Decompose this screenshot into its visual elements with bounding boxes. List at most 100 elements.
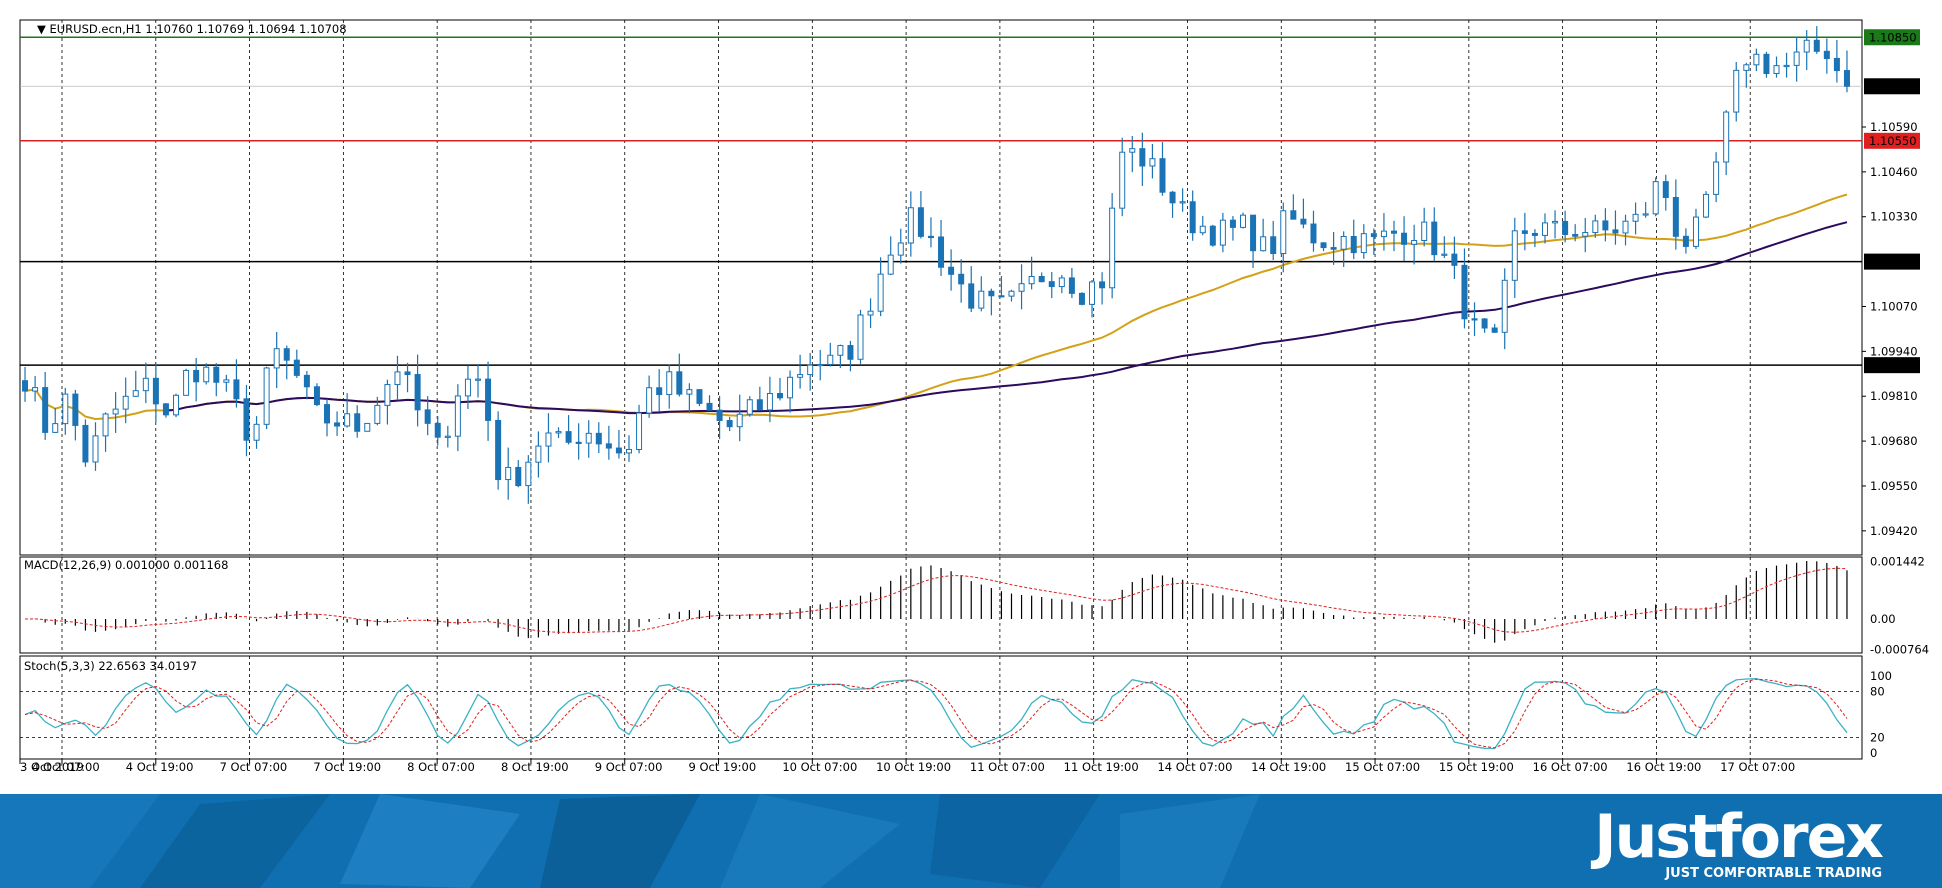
brand-logo: Justforex	[1594, 802, 1884, 872]
time-tick-label: 16 Oct 07:00	[1533, 760, 1608, 774]
candle-body	[797, 374, 804, 378]
candle-body	[193, 369, 200, 383]
candle-body	[1270, 236, 1277, 254]
candle-body	[1843, 70, 1850, 87]
candle-body	[1713, 161, 1720, 195]
candle-body	[716, 409, 723, 422]
candle-body	[1018, 283, 1025, 292]
candle-body	[1421, 221, 1428, 241]
candle-body	[203, 366, 210, 383]
time-tick-label: 9 Oct 07:00	[595, 760, 663, 774]
candle-body	[1310, 223, 1317, 244]
candle-body	[253, 423, 260, 441]
candle-body	[1672, 196, 1679, 237]
candle-body	[82, 424, 89, 463]
time-tick-label: 10 Oct 07:00	[782, 760, 857, 774]
candle-body	[857, 314, 864, 360]
candle-body	[615, 447, 622, 454]
time-tick-label: 11 Oct 07:00	[970, 760, 1045, 774]
candle-body	[1612, 229, 1619, 234]
symbol-title: EURUSD.ecn,H1 1.10760 1.10769 1.10694 1.…	[50, 22, 347, 36]
level-tag	[1864, 357, 1920, 374]
candle-body	[938, 236, 945, 268]
candle-body	[404, 371, 411, 376]
candle-body	[414, 374, 421, 411]
candle-body	[817, 363, 824, 367]
candle-body	[948, 266, 955, 275]
candle-body	[585, 432, 592, 444]
candle-body	[152, 377, 159, 405]
level-tag	[1864, 253, 1920, 270]
candle-body	[1149, 158, 1156, 167]
stoch-caption: Stoch(5,3,3) 22.6563 34.0197	[24, 659, 197, 673]
macd-caption: MACD(12,26,9) 0.001000 0.001168	[24, 558, 228, 572]
horizontal-levels	[20, 36, 1862, 366]
candle-body	[1501, 279, 1508, 333]
candle-body	[636, 412, 643, 450]
candle-body	[1431, 221, 1438, 256]
candle-body	[434, 422, 441, 438]
candle-body	[293, 359, 300, 376]
candle-body	[1240, 214, 1247, 228]
candle-body	[917, 207, 924, 237]
candle-body	[867, 310, 874, 316]
candle-body	[22, 380, 29, 392]
candle-body	[1219, 219, 1226, 246]
candle-body	[1350, 236, 1357, 254]
macd-panel-frame	[19, 556, 1863, 654]
symbol-caption: ▼ EURUSD.ecn,H1 1.10760 1.10769 1.10694 …	[37, 22, 347, 36]
level-tag-label: 1.10850	[1869, 30, 1917, 44]
candle-body	[1068, 277, 1075, 294]
candle-body	[887, 254, 894, 275]
candle-body	[1058, 277, 1065, 288]
candle-body	[907, 207, 914, 244]
time-tick-label: 8 Oct 19:00	[501, 760, 569, 774]
price-tick-label: 1.09420	[1870, 524, 1918, 538]
candle-body	[756, 399, 763, 411]
candle-body	[1391, 230, 1397, 234]
candle-body	[1833, 57, 1840, 72]
candle-body	[1682, 235, 1689, 247]
candle-body	[1411, 239, 1418, 245]
time-tick-label: 9 Oct 19:00	[689, 760, 757, 774]
banner-pattern	[0, 794, 1260, 888]
candle-body	[1038, 276, 1045, 283]
candle-body	[1119, 151, 1126, 209]
brand-tagline: JUST COMFORTABLE TRADING	[1665, 866, 1882, 881]
level-tag	[1864, 29, 1920, 46]
candle-body	[656, 387, 663, 396]
candle-body	[958, 273, 965, 285]
candle-body	[1209, 225, 1216, 246]
candle-body	[545, 432, 552, 447]
candle-body	[736, 413, 743, 428]
candle-body	[102, 413, 109, 437]
macd-tick-label: 0.001442	[1870, 554, 1925, 568]
macd-tick-label: -0.000764	[1870, 643, 1929, 657]
candle-body	[897, 242, 904, 256]
candle-body	[1290, 210, 1297, 220]
price-tick-label: 1.09940	[1870, 344, 1918, 358]
level-tag-label: 1.10708	[1869, 79, 1917, 93]
candle-body	[62, 393, 69, 425]
candle-body	[394, 371, 401, 386]
candle-body	[344, 413, 351, 427]
price-tick-label: 1.10070	[1870, 299, 1918, 313]
candle-body	[1703, 193, 1710, 218]
time-tick-label: 17 Oct 07:00	[1720, 760, 1795, 774]
candle-body	[1733, 69, 1740, 113]
candle-body	[646, 387, 653, 414]
level-tag-label: 1.10200	[1869, 255, 1917, 269]
candle-body	[313, 386, 320, 406]
candle-body	[424, 409, 431, 424]
candle-body	[837, 345, 844, 356]
candle-body	[1803, 39, 1810, 53]
candle-body	[1451, 253, 1458, 266]
stoch-panel-frame	[19, 655, 1863, 760]
grid	[61, 20, 1751, 759]
candle-body	[72, 393, 79, 426]
candle-body	[1511, 230, 1518, 281]
candle-body	[525, 461, 532, 487]
stoch-tick-label: 80	[1870, 684, 1885, 698]
candle-body	[565, 431, 572, 443]
candle-body	[1330, 247, 1337, 250]
